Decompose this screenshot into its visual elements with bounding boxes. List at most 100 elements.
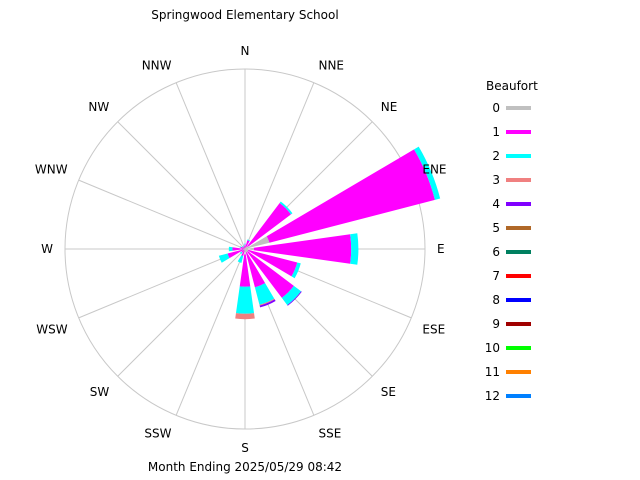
petal-sse-beaufort-1 — [245, 252, 266, 288]
petal-s-beaufort-0 — [244, 249, 246, 255]
petal-n-beaufort-2 — [244, 243, 246, 245]
legend-swatch-4 — [506, 202, 531, 206]
direction-label-se: SE — [381, 385, 396, 399]
petal-sse-beaufort-2 — [254, 283, 275, 305]
petal-ssw-beaufort-0 — [244, 249, 245, 251]
petal-sw-beaufort-2 — [239, 251, 243, 255]
legend-label-6: 6 — [492, 245, 500, 259]
direction-label-nnw: NNW — [142, 59, 172, 73]
petal-nnw-beaufort-1 — [243, 246, 245, 249]
petal-sse-beaufort-4 — [259, 299, 276, 308]
direction-label-sw: SW — [90, 385, 110, 399]
direction-label-ene: ENE — [422, 163, 446, 177]
petal-ene-beaufort-2 — [414, 146, 441, 200]
petal-w-beaufort-2 — [228, 246, 233, 252]
direction-label-wsw: WSW — [36, 322, 67, 336]
legend-label-7: 7 — [492, 269, 500, 283]
petal-w-beaufort-1 — [232, 247, 244, 251]
direction-label-ese: ESE — [422, 322, 445, 336]
direction-label-e: E — [437, 242, 445, 256]
direction-label-nne: NNE — [318, 59, 344, 73]
petal-wsw-beaufort-0 — [243, 249, 245, 250]
petal-ne-beaufort-0 — [245, 246, 248, 249]
petal-nne-beaufort-1 — [245, 240, 250, 248]
direction-label-s: S — [241, 441, 249, 455]
petal-ese-beaufort-2 — [291, 262, 301, 279]
direction-label-sse: SSE — [318, 426, 341, 440]
petal-nw-beaufort-2 — [242, 246, 244, 248]
petal-ene-beaufort-1 — [266, 149, 435, 243]
petal-s-beaufort-2 — [235, 286, 255, 314]
spoke-wsw — [78, 248, 246, 319]
petal-wsw-beaufort-1 — [227, 249, 244, 259]
legend-label-2: 2 — [492, 149, 500, 163]
petal-w-beaufort-0 — [243, 248, 245, 250]
petal-nnw-beaufort-2 — [243, 245, 245, 247]
legend-swatch-12 — [506, 394, 531, 398]
legend-label-0: 0 — [492, 101, 500, 115]
petal-se-beaufort-0 — [245, 249, 248, 252]
petal-sw-beaufort-1 — [241, 249, 245, 253]
rose-petals — [218, 146, 441, 320]
petal-ese-beaufort-1 — [248, 249, 298, 277]
legend-swatch-11 — [506, 370, 531, 374]
legend-swatch-3 — [506, 178, 531, 182]
legend-swatch-10 — [506, 346, 531, 350]
legend-swatch-2 — [506, 154, 531, 158]
legend-swatch-9 — [506, 322, 531, 326]
legend-label-11: 11 — [485, 365, 500, 379]
spoke-wnw — [78, 179, 246, 250]
legend-swatch-8 — [506, 298, 531, 302]
legend-swatch-5 — [506, 226, 531, 230]
petal-ne-beaufort-2 — [279, 201, 293, 215]
spoke-nnw — [175, 82, 246, 250]
petal-e-beaufort-0 — [245, 247, 254, 251]
petal-nne-beaufort-0 — [245, 247, 246, 249]
petal-e-beaufort-2 — [350, 233, 359, 265]
petal-nw-beaufort-0 — [244, 248, 245, 249]
direction-label-nw: NW — [88, 100, 109, 114]
petal-wnw-beaufort-2 — [239, 246, 242, 248]
petal-s-beaufort-1 — [239, 254, 251, 287]
direction-label-ssw: SSW — [144, 426, 171, 440]
legend-swatch-7 — [506, 274, 531, 278]
petal-ne-beaufort-1 — [247, 202, 292, 247]
legend-label-10: 10 — [485, 341, 500, 355]
petal-wsw-beaufort-2 — [218, 253, 230, 263]
petal-sse-beaufort-3 — [259, 298, 275, 306]
petal-se-beaufort-1 — [247, 251, 294, 298]
direction-labels: N NNE NE ENE E ESE SE SSE S SSW SW WSW W WNW NW NNW — [35, 44, 447, 455]
direction-label-wnw: WNW — [35, 163, 68, 177]
petal-e-beaufort-1 — [253, 234, 352, 264]
legend-swatch-0 — [506, 106, 531, 110]
petal-ssw-beaufort-1 — [241, 250, 245, 256]
legend-label-12: 12 — [485, 389, 500, 403]
chart-footer: Month Ending 2025/05/29 08:42 — [148, 460, 342, 474]
petal-se-beaufort-2 — [281, 285, 302, 306]
petal-sw-beaufort-0 — [244, 249, 245, 250]
petal-nne-beaufort-2 — [247, 239, 251, 242]
legend-swatch-6 — [506, 250, 531, 254]
spoke-sw — [117, 248, 246, 377]
petal-ese-beaufort-0 — [245, 249, 249, 251]
petal-s-beaufort-3 — [235, 313, 255, 320]
spoke-ssw — [175, 248, 246, 416]
direction-label-ne: NE — [381, 100, 398, 114]
legend-swatch-1 — [506, 130, 531, 134]
petal-se-beaufort-4 — [287, 291, 302, 306]
legend-label-5: 5 — [492, 221, 500, 235]
legend-label-9: 9 — [492, 317, 500, 331]
petal-n-beaufort-1 — [244, 244, 246, 249]
petal-sse-beaufort-0 — [245, 249, 247, 253]
legend-title: Beaufort — [486, 79, 538, 93]
petal-ene-beaufort-0 — [245, 236, 270, 249]
legend-label-4: 4 — [492, 197, 500, 211]
petal-nw-beaufort-1 — [242, 246, 245, 249]
chart-title: Springwood Elementary School — [151, 8, 338, 22]
legend-label-8: 8 — [492, 293, 500, 307]
spoke-nw — [117, 121, 246, 250]
direction-label-n: N — [241, 44, 250, 58]
